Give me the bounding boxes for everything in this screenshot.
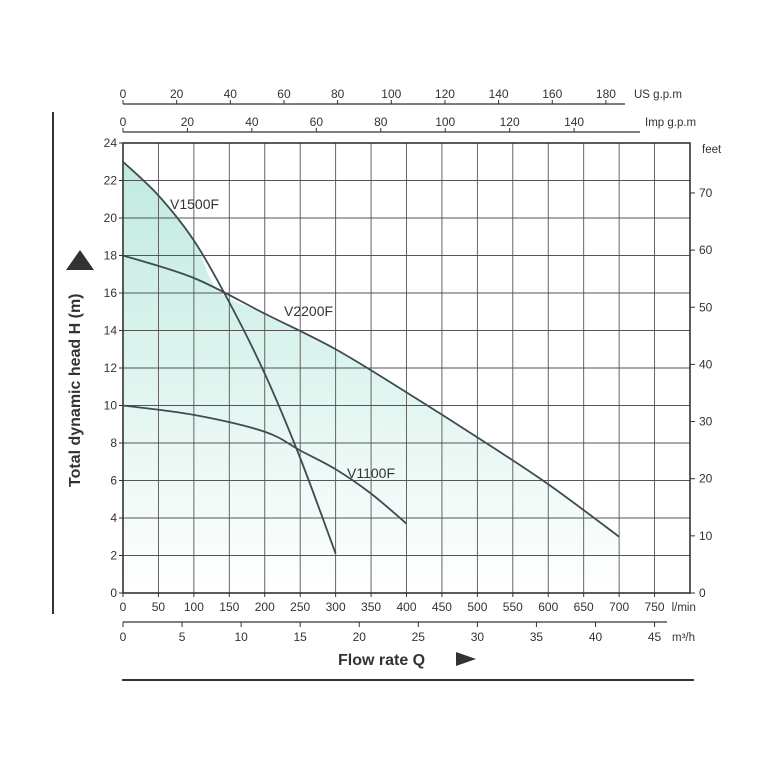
m3h-tick-label: 45 (648, 630, 662, 644)
m3h-tick-label: 0 (120, 630, 127, 644)
x-tick-label: 700 (609, 600, 629, 614)
imp-gpm-tick-label: 120 (500, 115, 520, 129)
y-tick-label: 2 (110, 549, 117, 563)
us-gpm-tick-label: 100 (381, 87, 401, 101)
feet-tick-label: 50 (699, 300, 713, 314)
m3h-tick-label: 35 (530, 630, 544, 644)
x-tick-label: 0 (120, 600, 127, 614)
y-tick-label: 12 (104, 361, 118, 375)
us-gpm-tick-label: 140 (489, 87, 509, 101)
x-tick-label: 100 (184, 600, 204, 614)
x-tick-label: 350 (361, 600, 381, 614)
y-tick-label: 14 (104, 324, 118, 338)
x-tick-label: 50 (152, 600, 166, 614)
x-tick-label: 450 (432, 600, 452, 614)
feet-tick-label: 70 (699, 186, 713, 200)
us-gpm-unit-label: US g.p.m (634, 89, 682, 101)
m3h-unit-label: m³/h (672, 632, 695, 644)
series-label-v2200f: V2200F (284, 303, 333, 319)
series-line-v2200f (122, 254, 620, 538)
m3h-tick-label: 25 (412, 630, 426, 644)
feet-tick-label: 0 (699, 586, 706, 600)
series-label-v1500f: V1500F (170, 196, 219, 212)
m3h-tick-label: 30 (471, 630, 485, 644)
x-tick-label: 250 (290, 600, 310, 614)
us-gpm-tick-label: 40 (224, 87, 238, 101)
y-tick-label: 22 (104, 174, 118, 188)
grid-lines (123, 143, 690, 593)
x-tick-label: 150 (219, 600, 239, 614)
series-line-v1500f (122, 161, 337, 554)
y-tick-label: 6 (110, 474, 117, 488)
y-tick-label: 8 (110, 436, 117, 450)
x-tick-label: 600 (538, 600, 558, 614)
feet-tick-label: 20 (699, 472, 713, 486)
imp-gpm-tick-label: 40 (245, 115, 259, 129)
x-unit-label: l/min (672, 602, 696, 614)
feet-tick-label: 10 (699, 529, 713, 543)
y-axis-title: Total dynamic head H (m) (67, 293, 84, 487)
us-gpm-tick-label: 160 (542, 87, 562, 101)
feet-tick-label: 40 (699, 357, 713, 371)
imp-gpm-tick-label: 0 (120, 115, 127, 129)
feet-tick-label: 60 (699, 243, 713, 257)
imp-gpm-tick-label: 100 (435, 115, 455, 129)
feet-unit-label: feet (702, 144, 722, 156)
x-tick-label: 200 (255, 600, 275, 614)
imp-gpm-unit-label: Imp g.p.m (645, 117, 696, 129)
us-gpm-tick-label: 180 (596, 87, 616, 101)
y-tick-label: 20 (104, 211, 118, 225)
x-tick-label: 400 (396, 600, 416, 614)
x-tick-label: 300 (326, 600, 346, 614)
y-tick-label: 18 (104, 249, 118, 263)
m3h-tick-label: 10 (234, 630, 248, 644)
series-curves: V1500F V2200F V1100F (122, 161, 620, 554)
x-tick-label: 550 (503, 600, 523, 614)
m3h-tick-label: 5 (179, 630, 186, 644)
x-tick-label: 650 (574, 600, 594, 614)
y-tick-label: 10 (104, 399, 118, 413)
bottom-axes: 0 50 100 150 200 250 300 350 400 450 500 550 600 650 7… (120, 593, 696, 644)
y-tick-label: 4 (110, 511, 117, 525)
imp-gpm-tick-label: 140 (564, 115, 584, 129)
us-gpm-tick-label: 120 (435, 87, 455, 101)
series-label-v1100f: V1100F (347, 465, 395, 481)
x-axis-title: Flow rate Q (338, 652, 425, 669)
feet-tick-label: 30 (699, 415, 713, 429)
y-tick-label: 24 (104, 136, 118, 150)
us-gpm-tick-label: 0 (120, 87, 127, 101)
m3h-tick-label: 20 (353, 630, 367, 644)
x-tick-label: 750 (645, 600, 665, 614)
y-axis-right-feet: 0 10 20 30 40 50 60 70 feet (690, 144, 722, 600)
top-axes: 0 20 40 60 80 100 120 140 Imp g.p.m 0 20 40 60 80 100 1… (120, 87, 696, 133)
series-line-v1100f (122, 404, 408, 525)
us-gpm-tick-label: 20 (170, 87, 184, 101)
us-gpm-tick-label: 80 (331, 87, 345, 101)
y-axis-arrow-icon (66, 250, 94, 270)
m3h-tick-label: 15 (294, 630, 308, 644)
m3h-tick-label: 40 (589, 630, 603, 644)
imp-gpm-tick-label: 60 (310, 115, 324, 129)
imp-gpm-tick-label: 20 (181, 115, 195, 129)
y-tick-label: 16 (104, 286, 118, 300)
imp-gpm-tick-label: 80 (374, 115, 388, 129)
x-axis-arrow-icon (456, 652, 476, 666)
us-gpm-tick-label: 60 (277, 87, 291, 101)
x-tick-label: 500 (467, 600, 487, 614)
y-tick-label: 0 (110, 586, 117, 600)
